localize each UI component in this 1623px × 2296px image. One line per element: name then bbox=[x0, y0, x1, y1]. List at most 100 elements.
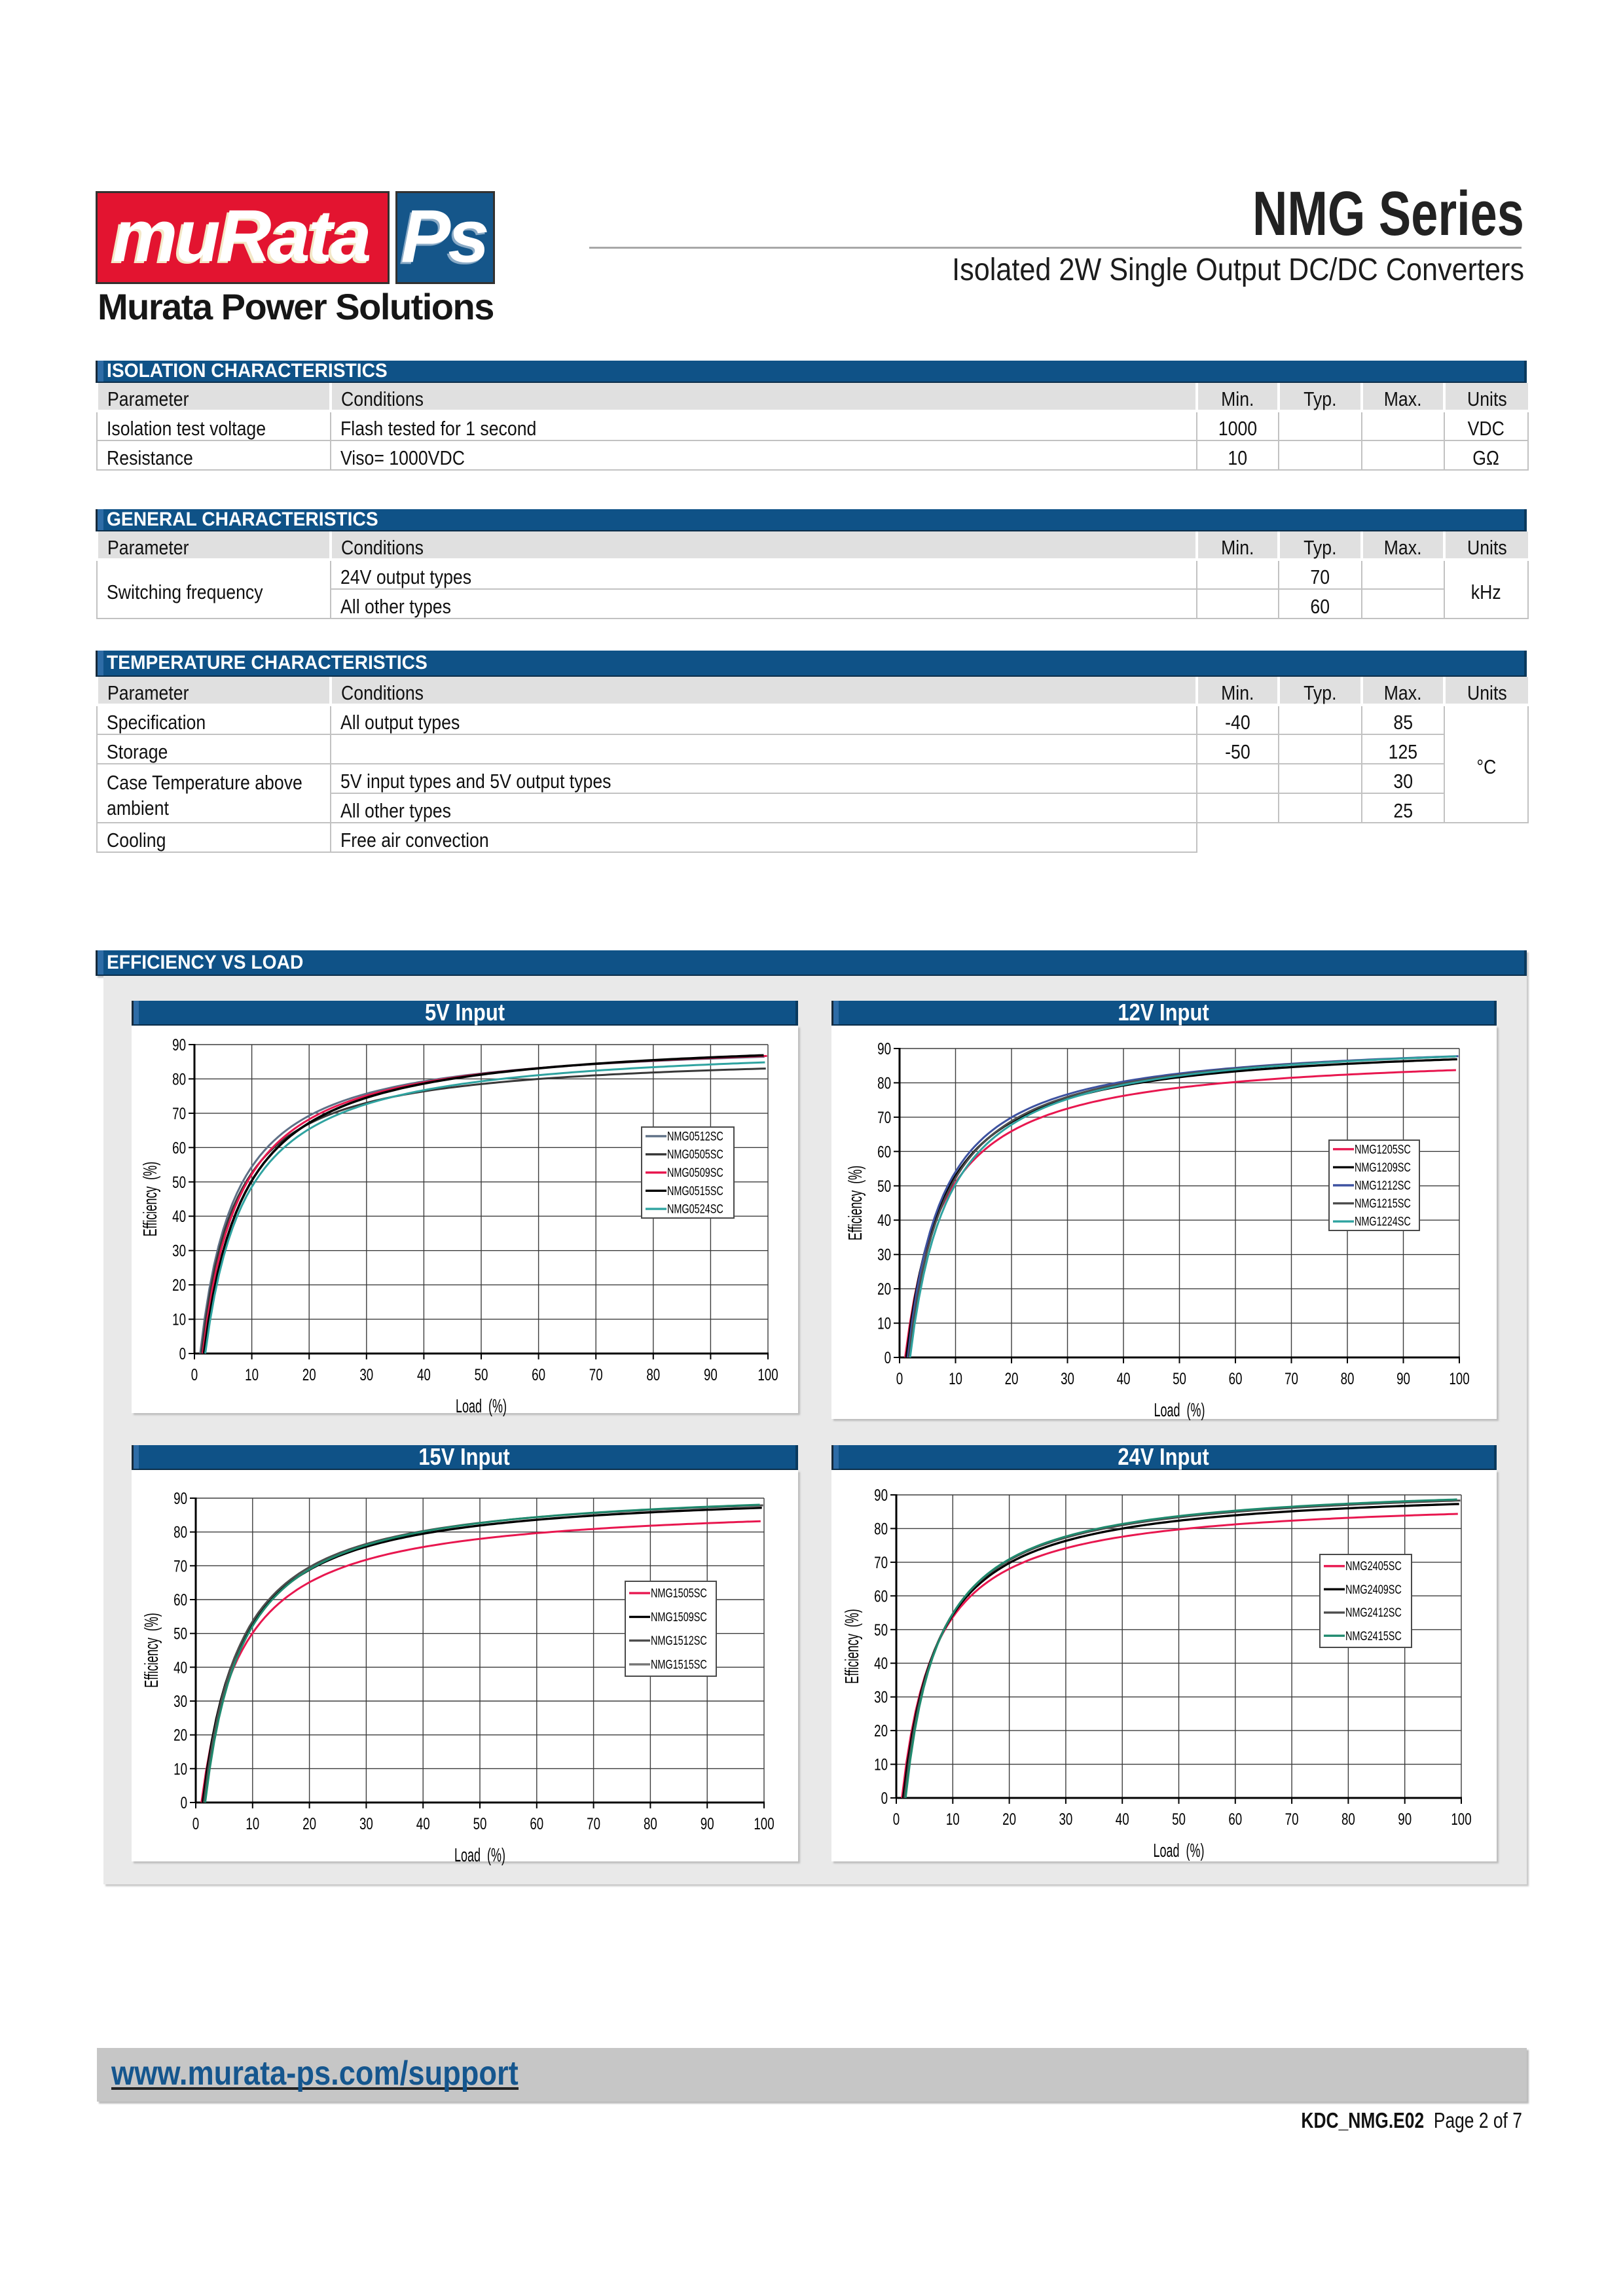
svg-text:40: 40 bbox=[172, 1208, 186, 1226]
svg-text:80: 80 bbox=[877, 1074, 891, 1092]
svg-text:Efficiency (%): Efficiency (%) bbox=[140, 1162, 161, 1236]
svg-text:30: 30 bbox=[359, 1814, 373, 1833]
svg-text:40: 40 bbox=[1116, 1810, 1129, 1828]
svg-text:80: 80 bbox=[173, 1523, 187, 1541]
svg-text:70: 70 bbox=[877, 1108, 891, 1126]
svg-text:70: 70 bbox=[172, 1104, 186, 1122]
svg-text:60: 60 bbox=[530, 1814, 543, 1833]
svg-text:80: 80 bbox=[646, 1365, 660, 1384]
svg-text:90: 90 bbox=[173, 1489, 187, 1507]
svg-text:50: 50 bbox=[874, 1621, 888, 1639]
svg-text:Load (%): Load (%) bbox=[1154, 1840, 1205, 1861]
svg-text:40: 40 bbox=[417, 1365, 431, 1384]
svg-text:20: 20 bbox=[302, 1814, 316, 1833]
svg-text:NMG0509SC: NMG0509SC bbox=[667, 1166, 723, 1179]
svg-text:10: 10 bbox=[172, 1310, 186, 1329]
svg-text:0: 0 bbox=[881, 1789, 888, 1807]
svg-text:NMG1515SC: NMG1515SC bbox=[651, 1658, 707, 1672]
svg-text:NMG1505SC: NMG1505SC bbox=[651, 1587, 707, 1600]
svg-text:20: 20 bbox=[874, 1721, 888, 1740]
svg-text:NMG2415SC: NMG2415SC bbox=[1345, 1629, 1402, 1643]
svg-text:NMG1509SC: NMG1509SC bbox=[651, 1610, 707, 1624]
svg-text:NMG0524SC: NMG0524SC bbox=[667, 1202, 723, 1216]
svg-text:0: 0 bbox=[191, 1365, 198, 1384]
svg-text:50: 50 bbox=[877, 1177, 891, 1195]
svg-text:90: 90 bbox=[1398, 1810, 1412, 1828]
svg-text:0: 0 bbox=[179, 1344, 186, 1363]
svg-text:20: 20 bbox=[1002, 1810, 1016, 1828]
svg-text:90: 90 bbox=[877, 1039, 891, 1058]
svg-text:30: 30 bbox=[874, 1688, 888, 1706]
svg-text:40: 40 bbox=[416, 1814, 430, 1833]
svg-text:90: 90 bbox=[704, 1365, 718, 1384]
svg-text:40: 40 bbox=[877, 1211, 891, 1230]
svg-text:40: 40 bbox=[173, 1659, 187, 1677]
svg-text:Load (%): Load (%) bbox=[454, 1845, 505, 1866]
svg-text:NMG1224SC: NMG1224SC bbox=[1355, 1215, 1411, 1229]
svg-text:60: 60 bbox=[172, 1139, 186, 1157]
svg-text:30: 30 bbox=[877, 1246, 891, 1264]
svg-text:0: 0 bbox=[181, 1793, 187, 1812]
svg-text:Ps: Ps bbox=[401, 195, 487, 278]
svg-text:90: 90 bbox=[172, 1035, 186, 1054]
svg-text:100: 100 bbox=[757, 1365, 778, 1384]
svg-text:50: 50 bbox=[1172, 1810, 1186, 1828]
svg-text:0: 0 bbox=[893, 1810, 900, 1828]
svg-text:70: 70 bbox=[1285, 1369, 1298, 1388]
svg-text:100: 100 bbox=[1451, 1810, 1471, 1828]
svg-text:50: 50 bbox=[473, 1814, 487, 1833]
svg-text:NMG0505SC: NMG0505SC bbox=[667, 1147, 723, 1161]
svg-text:Ps: Ps bbox=[399, 197, 485, 280]
svg-text:NMG1215SC: NMG1215SC bbox=[1355, 1196, 1411, 1210]
svg-text:30: 30 bbox=[1061, 1369, 1074, 1388]
svg-text:80: 80 bbox=[1341, 1810, 1355, 1828]
svg-text:80: 80 bbox=[644, 1814, 657, 1833]
svg-text:90: 90 bbox=[874, 1486, 888, 1504]
svg-text:20: 20 bbox=[302, 1365, 316, 1384]
svg-text:muRata: muRata bbox=[113, 195, 370, 277]
svg-text:50: 50 bbox=[172, 1173, 186, 1191]
svg-text:0: 0 bbox=[896, 1369, 903, 1388]
svg-text:20: 20 bbox=[1005, 1369, 1019, 1388]
svg-text:50: 50 bbox=[475, 1365, 488, 1384]
svg-text:70: 70 bbox=[587, 1814, 600, 1833]
svg-text:10: 10 bbox=[173, 1760, 187, 1778]
svg-text:Efficiency (%): Efficiency (%) bbox=[842, 1609, 863, 1683]
svg-text:0: 0 bbox=[192, 1814, 199, 1833]
svg-text:70: 70 bbox=[173, 1557, 187, 1575]
svg-text:50: 50 bbox=[173, 1624, 187, 1643]
svg-text:20: 20 bbox=[877, 1280, 891, 1298]
svg-text:50: 50 bbox=[1173, 1369, 1186, 1388]
svg-text:80: 80 bbox=[1341, 1369, 1355, 1388]
svg-text:10: 10 bbox=[246, 1814, 259, 1833]
svg-text:100: 100 bbox=[754, 1814, 774, 1833]
svg-text:60: 60 bbox=[173, 1590, 187, 1609]
svg-text:20: 20 bbox=[172, 1276, 186, 1294]
svg-text:Load (%): Load (%) bbox=[456, 1396, 507, 1417]
svg-text:Efficiency (%): Efficiency (%) bbox=[141, 1613, 162, 1687]
svg-text:30: 30 bbox=[1059, 1810, 1072, 1828]
svg-text:NMG1205SC: NMG1205SC bbox=[1355, 1142, 1411, 1156]
svg-text:10: 10 bbox=[949, 1369, 962, 1388]
svg-text:10: 10 bbox=[946, 1810, 960, 1828]
svg-text:70: 70 bbox=[1285, 1810, 1299, 1828]
svg-text:10: 10 bbox=[877, 1314, 891, 1333]
svg-text:10: 10 bbox=[874, 1755, 888, 1774]
svg-text:60: 60 bbox=[1228, 1810, 1242, 1828]
svg-text:Load (%): Load (%) bbox=[1154, 1400, 1205, 1421]
svg-text:60: 60 bbox=[877, 1143, 891, 1161]
svg-text:70: 70 bbox=[874, 1553, 888, 1571]
svg-text:20: 20 bbox=[173, 1726, 187, 1744]
svg-text:NMG2405SC: NMG2405SC bbox=[1345, 1559, 1402, 1573]
svg-text:30: 30 bbox=[359, 1365, 373, 1384]
svg-text:40: 40 bbox=[874, 1655, 888, 1673]
svg-text:70: 70 bbox=[589, 1365, 603, 1384]
svg-text:0: 0 bbox=[884, 1348, 891, 1367]
svg-text:NMG2409SC: NMG2409SC bbox=[1345, 1583, 1402, 1596]
svg-text:NMG2412SC: NMG2412SC bbox=[1345, 1605, 1402, 1619]
svg-text:90: 90 bbox=[1396, 1369, 1410, 1388]
svg-text:NMG1209SC: NMG1209SC bbox=[1355, 1160, 1411, 1174]
svg-text:muRata: muRata bbox=[110, 197, 367, 279]
svg-text:Efficiency (%): Efficiency (%) bbox=[845, 1166, 866, 1240]
svg-text:60: 60 bbox=[874, 1587, 888, 1605]
